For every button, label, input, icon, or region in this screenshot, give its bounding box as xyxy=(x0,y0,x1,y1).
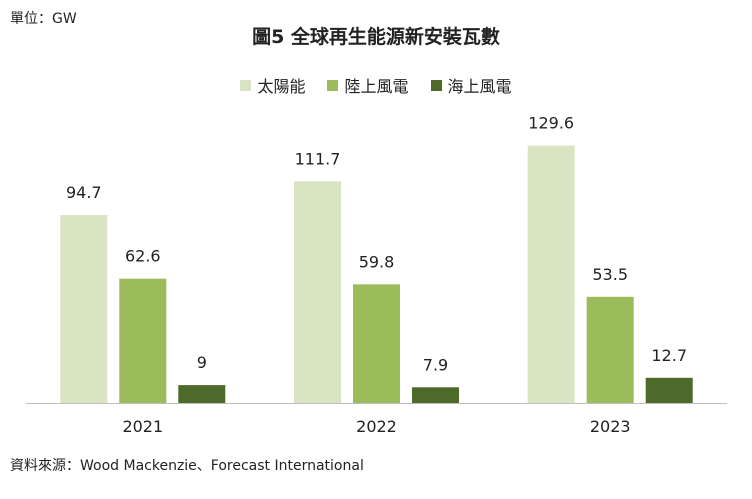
data-label-onshore-wind-2021: 62.6 xyxy=(125,247,161,266)
data-label-offshore-wind-2021: 9 xyxy=(197,353,207,372)
legend-item-onshore-wind: 陸上風電 xyxy=(327,73,409,97)
bar-offshore-wind-2021 xyxy=(178,385,226,403)
bar-solar-2021 xyxy=(60,215,108,403)
data-label-onshore-wind-2022: 59.8 xyxy=(359,252,395,271)
x-tick-label-2021: 2021 xyxy=(122,417,163,436)
x-tick-label-2023: 2023 xyxy=(590,417,631,436)
legend: 太陽能 陸上風電 海上風電 xyxy=(0,73,752,97)
legend-swatch-onshore-wind xyxy=(327,79,339,91)
legend-swatch-offshore-wind xyxy=(430,79,442,91)
source-note: 資料來源：Wood Mackenzie、Forecast Internation… xyxy=(10,458,364,474)
bar-onshore-wind-2021 xyxy=(119,278,167,403)
legend-item-solar: 太陽能 xyxy=(240,73,305,97)
data-label-solar-2021: 94.7 xyxy=(66,183,102,202)
x-tick-label-2022: 2022 xyxy=(356,417,397,436)
legend-label-solar: 太陽能 xyxy=(257,77,306,96)
bar-offshore-wind-2022 xyxy=(412,387,459,403)
legend-swatch-solar xyxy=(240,79,252,91)
bar-offshore-wind-2023 xyxy=(645,377,693,403)
bar-solar-2023 xyxy=(527,145,575,403)
bar-onshore-wind-2022 xyxy=(353,284,400,403)
data-label-solar-2022: 111.7 xyxy=(295,149,341,168)
data-label-solar-2023: 129.6 xyxy=(528,114,574,133)
legend-item-offshore-wind: 海上風電 xyxy=(430,73,512,97)
data-label-onshore-wind-2023: 53.5 xyxy=(592,265,628,284)
data-label-offshore-wind-2023: 12.7 xyxy=(651,346,687,365)
unit-label: 單位：GW xyxy=(10,11,77,27)
bar-solar-2022 xyxy=(294,181,341,403)
legend-label-onshore-wind: 陸上風電 xyxy=(344,77,409,96)
data-label-offshore-wind-2022: 7.9 xyxy=(423,355,448,374)
chart-title: 圖5 全球再生能源新安裝瓦數 xyxy=(252,26,500,48)
bar-onshore-wind-2023 xyxy=(586,296,634,403)
legend-label-offshore-wind: 海上風電 xyxy=(447,77,512,96)
